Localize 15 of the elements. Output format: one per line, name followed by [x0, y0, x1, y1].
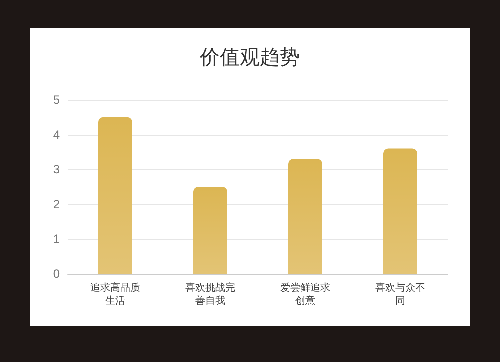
bar — [384, 148, 418, 274]
y-tick-label: 5 — [53, 93, 60, 107]
x-tick-label: 追求高品质生活 — [90, 282, 140, 307]
x-tick-label: 喜欢挑战完善自我 — [186, 282, 236, 307]
bar — [288, 159, 322, 274]
bar — [194, 187, 228, 274]
y-tick-label: 3 — [53, 162, 60, 177]
bar — [98, 117, 132, 274]
x-tick-label: 喜欢与众不同 — [376, 282, 426, 307]
x-tick-label: 爱尝鲜追求创意 — [280, 282, 330, 307]
chart-title: 价值观趋势 — [199, 45, 300, 69]
y-tick-label: 4 — [53, 128, 60, 142]
y-tick-label: 0 — [53, 267, 60, 281]
y-tick-label: 2 — [53, 197, 60, 212]
y-tick-label: 1 — [53, 232, 60, 246]
